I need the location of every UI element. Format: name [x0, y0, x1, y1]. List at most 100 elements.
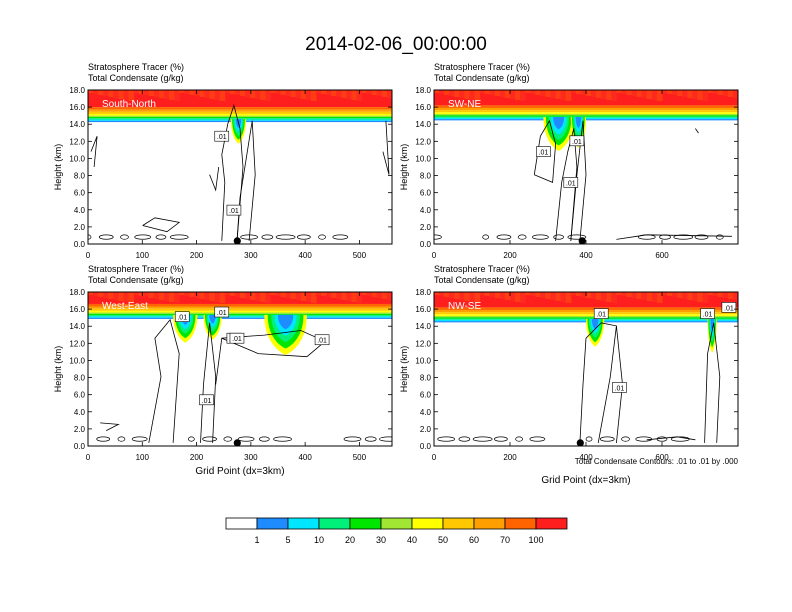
tracer-texture — [270, 90, 276, 93]
contour-label-box — [214, 306, 230, 318]
tracer-texture — [677, 90, 683, 96]
tracer-texture — [250, 292, 256, 300]
tracer-texture — [469, 90, 476, 100]
low-cloud-contour — [515, 436, 523, 442]
tracer-texture — [611, 292, 617, 303]
y-tick-label: 0.0 — [420, 240, 432, 249]
low-cloud-contour — [553, 234, 564, 240]
contour-label: .01 — [232, 336, 242, 343]
condensate-contour — [570, 120, 587, 241]
tracer-texture — [692, 292, 698, 301]
tracer-texture — [113, 90, 119, 98]
x-tick-label: 0 — [432, 251, 437, 260]
tracer-texture — [164, 292, 170, 301]
tracer-texture — [174, 292, 180, 303]
tracer-texture — [245, 292, 251, 299]
tracer-texture — [118, 292, 124, 301]
tracer-texture — [138, 292, 145, 296]
y-tick-label: 4.0 — [74, 206, 86, 215]
tracer-texture — [224, 90, 231, 93]
tracer-band — [434, 309, 738, 313]
tracer-plume — [209, 314, 216, 324]
x-axis-label: Grid Point (dx=3km) — [541, 475, 630, 486]
low-cloud-contour — [88, 234, 92, 240]
tracer-texture — [550, 292, 557, 300]
tracer-texture — [179, 292, 185, 295]
tracer-texture — [224, 292, 231, 295]
y-tick-label: 8.0 — [420, 374, 432, 383]
tracer-texture — [153, 90, 160, 97]
x-tick-label: 200 — [190, 251, 204, 260]
tracer-texture — [687, 292, 693, 300]
tracer-texture — [199, 90, 206, 97]
tracer-texture — [310, 90, 317, 101]
tracer-texture — [489, 292, 496, 297]
tracer-plume — [277, 314, 294, 330]
tracer-texture — [229, 292, 236, 296]
x-tick-label: 500 — [353, 453, 367, 462]
tracer-texture — [697, 292, 704, 302]
y-tick-label: 10.0 — [69, 154, 85, 163]
tracer-band — [434, 119, 738, 121]
y-tick-label: 2.0 — [74, 425, 86, 434]
tracer-texture — [656, 292, 663, 303]
tracer-texture — [103, 90, 109, 96]
tracer-texture — [555, 90, 562, 99]
tracer-texture — [484, 292, 491, 296]
y-tick-label: 12.0 — [69, 137, 85, 146]
contour-label: .01 — [703, 312, 713, 319]
low-cloud-contour — [318, 234, 326, 240]
tracer-texture — [204, 292, 211, 300]
x-tick-label: 0 — [86, 251, 91, 260]
tracer-texture — [606, 292, 612, 302]
tracer-texture — [722, 292, 729, 298]
tracer-texture — [479, 292, 486, 295]
tracer-band — [88, 316, 392, 318]
tracer-texture — [570, 292, 577, 295]
colorbar-swatch — [318, 517, 351, 530]
tracer-texture — [525, 292, 531, 295]
low-cloud-contour — [98, 234, 114, 240]
tracer-texture — [646, 90, 653, 99]
tracer-texture — [631, 292, 638, 298]
tracer-texture — [295, 90, 302, 98]
tracer-band — [88, 317, 392, 319]
low-cloud-contour — [656, 436, 668, 442]
tracer-texture — [692, 90, 698, 99]
tracer-texture — [204, 90, 211, 98]
contour-label: .01 — [202, 398, 212, 405]
tracer-texture — [479, 90, 486, 93]
panel-name: SW-NE — [448, 99, 481, 110]
panel-west-east: .01.01.01.01.01.010.02.04.06.08.010.012.… — [53, 264, 393, 477]
tracer-texture — [305, 90, 312, 100]
tracer-texture — [265, 292, 271, 303]
y-tick-label: 16.0 — [69, 305, 85, 314]
tracer-texture — [108, 90, 114, 97]
tracer-texture — [499, 292, 506, 299]
low-cloud-contour — [637, 234, 656, 240]
y-tick-label: 8.0 — [420, 172, 432, 181]
low-cloud-contour — [437, 436, 456, 442]
low-cloud-contour — [494, 436, 508, 442]
tracer-band — [434, 315, 738, 318]
contour-label-box — [612, 382, 627, 393]
tracer-texture — [469, 292, 476, 302]
y-tick-label: 16.0 — [415, 305, 431, 314]
y-tick-label: 0.0 — [74, 240, 86, 249]
tracer-texture — [717, 90, 724, 95]
low-cloud-contour — [364, 436, 377, 442]
tracer-texture — [98, 90, 104, 95]
tracer-texture — [386, 90, 392, 98]
tracer-texture — [346, 292, 352, 301]
y-tick-label: 14.0 — [415, 322, 431, 331]
contour-label-box — [199, 394, 214, 406]
contour-label-box — [721, 302, 737, 313]
tracer-texture — [535, 292, 541, 297]
tracer-texture — [240, 292, 246, 298]
tracer-texture — [702, 292, 709, 303]
tracer-texture — [214, 292, 221, 302]
tracer-texture — [341, 90, 347, 98]
y-axis-label: Height (km) — [399, 346, 409, 393]
tracer-texture — [219, 292, 226, 303]
tracer-band — [88, 109, 392, 112]
